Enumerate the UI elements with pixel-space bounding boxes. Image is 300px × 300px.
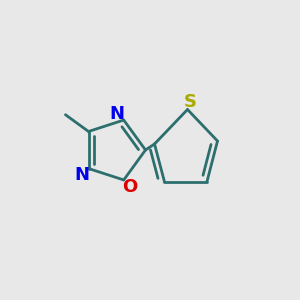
Text: O: O (122, 178, 137, 196)
Text: S: S (184, 93, 197, 111)
Text: N: N (74, 166, 89, 184)
Text: N: N (110, 105, 124, 123)
